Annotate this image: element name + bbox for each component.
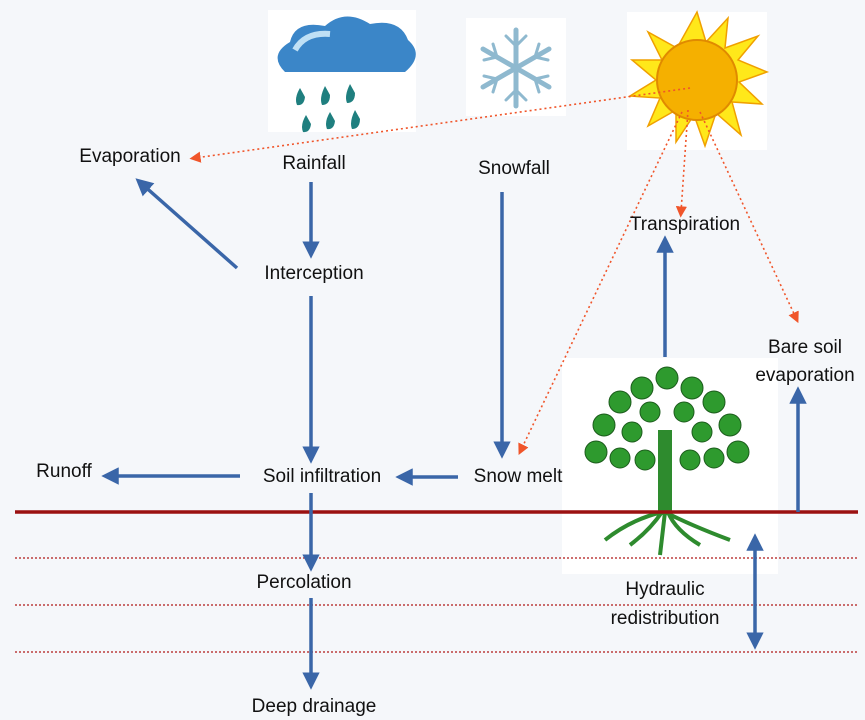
node-label: Soil infiltration xyxy=(263,466,381,487)
node-label: Transpiration xyxy=(630,214,740,235)
node-label: Hydraulic xyxy=(625,579,704,600)
node-label: Interception xyxy=(264,263,363,284)
node-label: Bare soil xyxy=(768,337,842,358)
node-label: Deep drainage xyxy=(252,696,377,717)
snowflake-icon xyxy=(466,18,566,116)
node-label: Rainfall xyxy=(282,153,345,174)
rain-cloud-icon xyxy=(268,10,416,132)
node-label: Runoff xyxy=(36,461,92,482)
node-label: evaporation xyxy=(755,365,854,386)
node-label: Percolation xyxy=(256,572,351,593)
tree-icon xyxy=(562,358,778,574)
node-label: redistribution xyxy=(611,608,720,629)
node-label: Evaporation xyxy=(79,146,180,167)
sun-icon xyxy=(627,12,767,150)
node-label: Snow melt xyxy=(474,466,563,487)
node-label: Snowfall xyxy=(478,158,550,179)
diagram: Evaporation Rainfall Snowfall Transpirat… xyxy=(0,0,865,720)
